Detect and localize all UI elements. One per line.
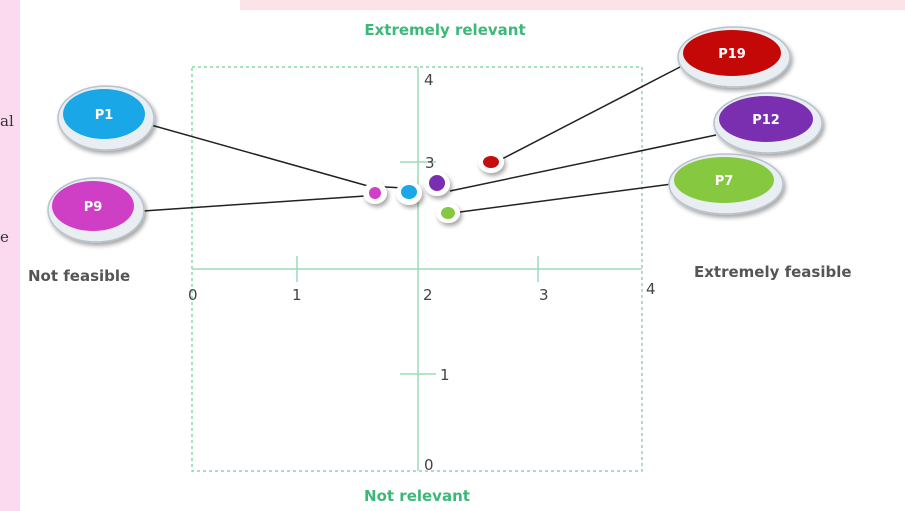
data-point-p7 (441, 207, 455, 219)
axis-label-left: Not feasible (28, 267, 130, 285)
x-tick-label: 4 (646, 280, 656, 298)
callout-label-p9: P9 (84, 200, 103, 215)
leader-line-p19 (499, 66, 681, 161)
x-tick-label: 1 (292, 286, 302, 304)
callout-p7: P7 (668, 153, 784, 215)
y-tick-label: 1 (440, 366, 450, 384)
callout-p12: P12 (713, 92, 823, 154)
callout-fill (683, 30, 781, 76)
x-tick-label: 3 (539, 286, 549, 304)
edge-text-fragment: e (0, 228, 9, 246)
top-edge-strip (240, 0, 905, 10)
axis-label-top: Extremely relevant (364, 21, 525, 39)
data-point-p9 (369, 187, 381, 199)
x-tick-label: 0 (188, 286, 198, 304)
y-tick-label: 3 (425, 154, 435, 172)
data-point-p1 (401, 185, 417, 199)
callout-label-p7: P7 (715, 174, 734, 189)
data-point-p12 (429, 175, 445, 191)
callout-fill (674, 157, 774, 203)
left-edge-strip (0, 0, 20, 511)
leader-line-p1 (150, 124, 369, 187)
callout-fill (63, 89, 145, 139)
leader-line-p7 (459, 183, 673, 213)
callout-p19: P19 (677, 26, 791, 88)
x-tick-label: 2 (423, 286, 433, 304)
callout-label-p12: P12 (752, 113, 780, 128)
callout-label-p1: P1 (95, 108, 114, 123)
axis-label-bottom: Not relevant (364, 487, 470, 505)
data-point-p19 (483, 156, 499, 168)
callout-label-p19: P19 (718, 47, 746, 62)
leader-line-p12 (449, 134, 717, 192)
leader-line-p9 (142, 195, 366, 212)
data-points (363, 151, 504, 223)
edge-text-fragment: al (0, 112, 14, 130)
y-tick-label: 0 (424, 456, 434, 474)
axis-label-right: Extremely feasible (694, 263, 852, 281)
callout-fill (719, 96, 813, 142)
y-tick-label: 4 (424, 71, 434, 89)
callout-p9: P9 (47, 177, 145, 243)
callout-p1: P1 (57, 85, 155, 151)
callout-fill (52, 181, 134, 231)
